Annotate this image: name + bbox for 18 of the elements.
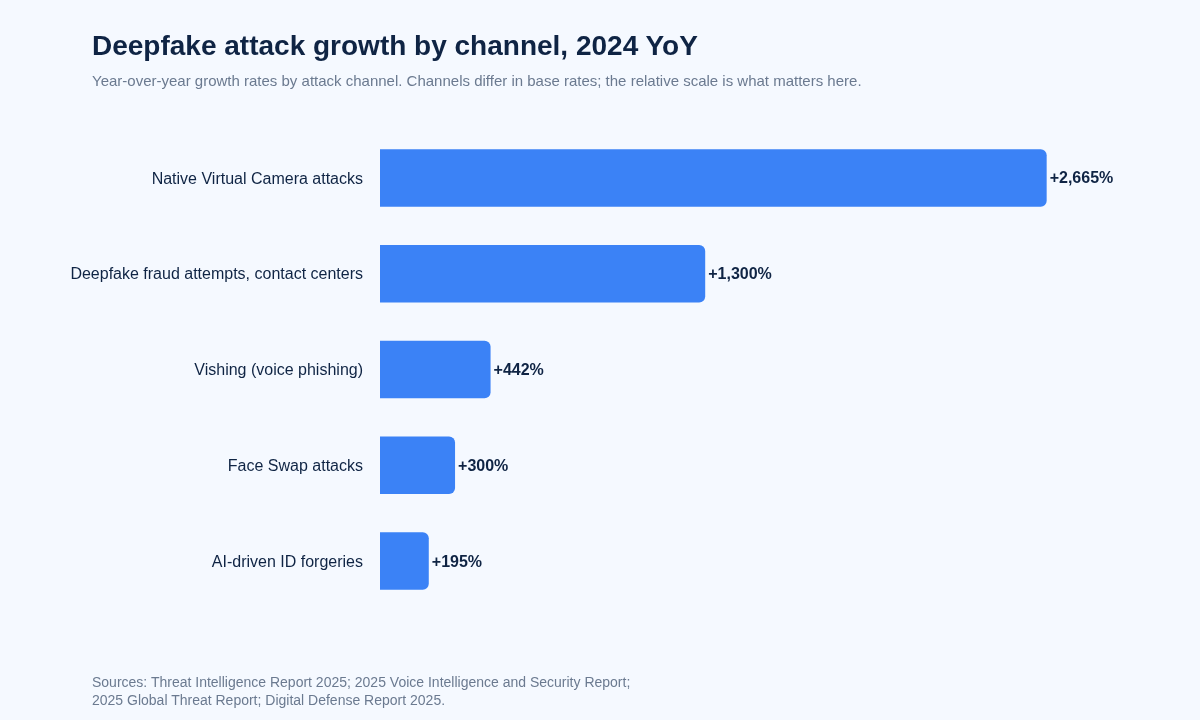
chart-title: Deepfake attack growth by channel, 2024 YoY [92, 30, 699, 61]
bar [380, 149, 1047, 207]
y-tick-label: Vishing (voice phishing) [194, 361, 363, 379]
data-label: +442% [493, 361, 544, 378]
y-tick-label: Deepfake fraud attempts, contact centers [70, 265, 363, 283]
y-tick-label: Face Swap attacks [227, 456, 363, 474]
data-label: +300% [458, 456, 509, 474]
y-tick-label: AI-driven ID forgeries [211, 552, 363, 570]
bar [380, 532, 429, 590]
chart-subtitle: Year-over-year growth rates by attack channel. Channels differ in base rates; the relative scale is what matters here. [92, 72, 862, 89]
y-tick-label: Native Virtual Camera attacks [151, 169, 363, 187]
data-label: +195% [431, 552, 483, 570]
bar [380, 244, 706, 303]
source-note: Sources: Threat Intelligence Report 2025; 2025 Voice Intelligence and Security Report; 2025 Global Threat Report; Digital Defense Report 2025. [92, 674, 631, 709]
bar [380, 436, 456, 495]
bar [380, 340, 491, 399]
data-label: +1,300% [708, 265, 772, 283]
data-label: +2,665% [1049, 169, 1114, 187]
